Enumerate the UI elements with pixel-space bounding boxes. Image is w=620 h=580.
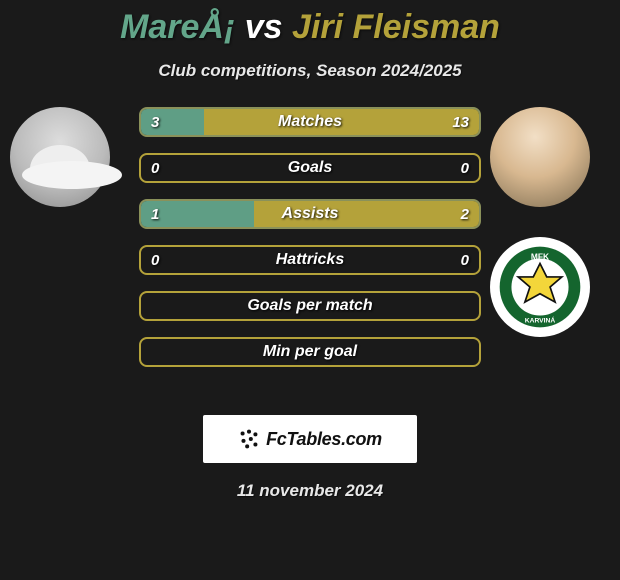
- stat-label: Goals per match: [141, 293, 479, 319]
- source-badge: FcTables.com: [203, 415, 417, 463]
- stat-value-right: 0: [461, 247, 469, 273]
- page-title: MareÅ¡ vs Jiri Fleisman: [0, 0, 620, 47]
- title-player1: MareÅ¡: [120, 8, 235, 46]
- source-badge-text: FcTables.com: [266, 429, 382, 450]
- stat-value-right: 2: [461, 201, 469, 227]
- player1-club-logo: [22, 161, 122, 189]
- title-player2: Jiri Fleisman: [292, 8, 500, 46]
- stat-label: Matches: [141, 109, 479, 135]
- subtitle: Club competitions, Season 2024/2025: [0, 61, 620, 81]
- stat-value-left: 3: [151, 109, 159, 135]
- title-vs: vs: [245, 8, 283, 46]
- stat-label: Min per goal: [141, 339, 479, 365]
- stat-value-left: 1: [151, 201, 159, 227]
- stat-bar: Goals per match: [139, 291, 481, 321]
- stat-bars: Matches313Goals00Assists12Hattricks00Goa…: [139, 107, 481, 383]
- stat-bar: Matches3 13: [139, 107, 481, 137]
- fctables-icon: [238, 428, 260, 450]
- stat-label: Assists: [141, 201, 479, 227]
- stat-value-left: 0: [151, 247, 159, 273]
- club-logo-svg: MFK KARVINÁ: [498, 245, 582, 329]
- date-text: 11 november 2024: [0, 481, 620, 501]
- svg-text:MFK: MFK: [531, 251, 549, 261]
- stat-value-left: 0: [151, 155, 159, 181]
- player2-club-logo: MFK KARVINÁ: [490, 237, 590, 337]
- stat-label: Hattricks: [141, 247, 479, 273]
- svg-text:KARVINÁ: KARVINÁ: [525, 315, 556, 324]
- stat-label: Goals: [141, 155, 479, 181]
- stat-bar: Assists1 2: [139, 199, 481, 229]
- stat-value-right: 0: [461, 155, 469, 181]
- player1-photo: [10, 107, 110, 207]
- stat-value-right: 13: [452, 109, 469, 135]
- stat-bar: Min per goal: [139, 337, 481, 367]
- player2-photo: [490, 107, 590, 207]
- comparison-stage: MFK KARVINÁ Matches313Goals00Assists12Ha…: [0, 107, 620, 407]
- stat-bar: Hattricks0 0: [139, 245, 481, 275]
- stat-bar: Goals0 0: [139, 153, 481, 183]
